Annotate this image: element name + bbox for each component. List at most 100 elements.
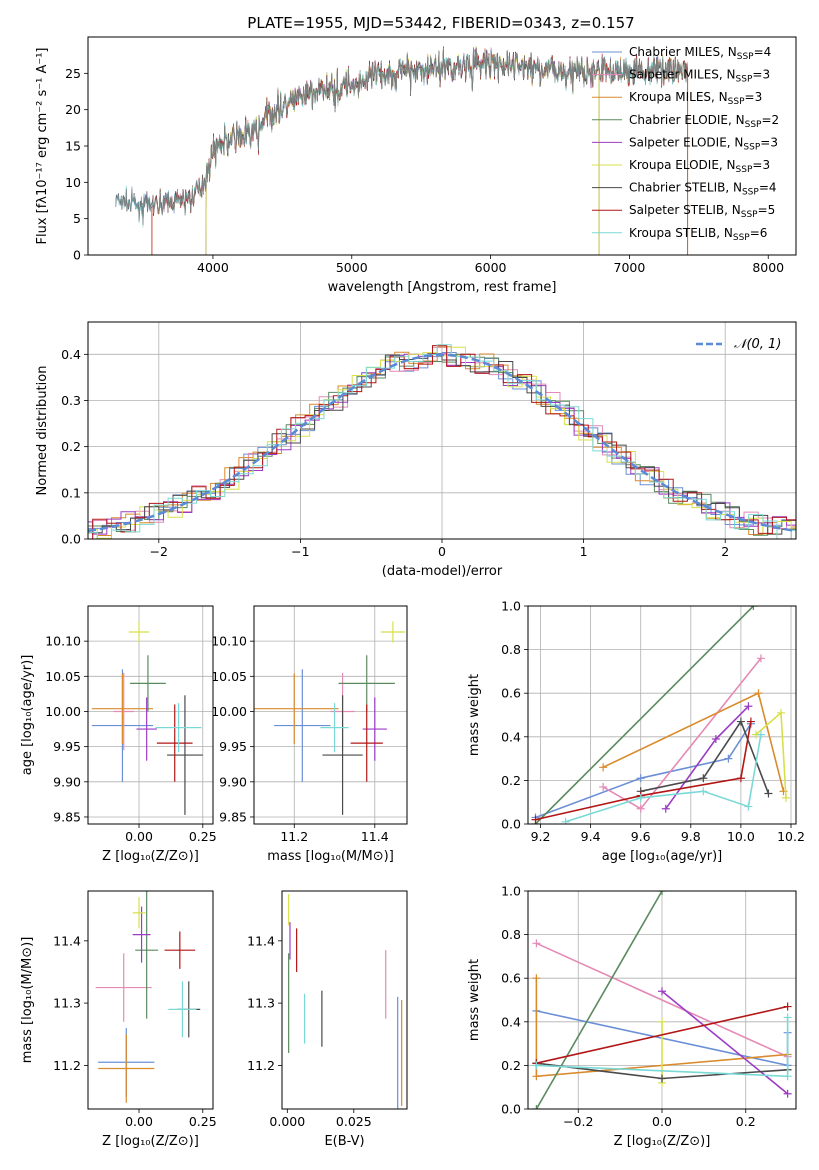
legend-entry-5: Kroupa ELODIE, NSSP=3 [629, 158, 770, 175]
spectrum-xtick-label: 4000 [197, 260, 229, 275]
residuals-ylabel: Normed distribution [35, 366, 50, 496]
weight-vs-age-xtick-label: 10.2 [777, 829, 805, 844]
mass-vs-Z-ytick-label: 11.3 [53, 996, 81, 1011]
spectrum-plot [115, 46, 689, 255]
spectrum-xtick-label: 8000 [752, 260, 784, 275]
legend-label: Salpeter MILES, N [629, 68, 736, 82]
weight-vs-Z-frame [527, 890, 797, 1110]
weight-vs-Z-marker-5 [658, 1017, 666, 1026]
spectrum-ytick-label: 0 [73, 248, 81, 263]
legend-entry-8: Kroupa STELIB, NSSP=6 [629, 226, 767, 243]
weight-vs-age-ytick-label: 0.2 [501, 773, 521, 788]
gaussian-legend-label: 𝒩(0, 1) [734, 337, 781, 352]
residuals-ytick-label: 0.1 [61, 485, 81, 500]
residuals-xtick-label: 1 [580, 544, 588, 559]
weight-vs-age-marker-0 [724, 754, 733, 763]
weight-vs-Z-line-3 [535, 891, 663, 1109]
age-vs-mass-plot [254, 621, 405, 815]
weight-vs-age-marker-5 [781, 793, 790, 802]
weight-vs-Z-marker-8 [532, 1061, 541, 1070]
age-vs-mass-ytick-label: 9.85 [219, 809, 247, 824]
weight-vs-age-ytick-label: 0.6 [501, 686, 521, 701]
weight-vs-age-line-0 [535, 723, 752, 819]
spectrum-ytick-label: 10 [65, 175, 81, 190]
spectrum-xtick-label: 5000 [336, 260, 368, 275]
spectrum-xtick-label: 7000 [614, 260, 646, 275]
legend-n: =4 [754, 45, 772, 59]
residuals-ytick-label: 0.3 [61, 393, 81, 408]
weight-vs-age-frame [527, 605, 797, 825]
legend-entry-1: Salpeter MILES, NSSP=3 [629, 68, 770, 85]
weight-vs-age-marker-6 [699, 774, 708, 783]
mass-vs-Z-axes: 0.00 0.25 11.2 11.3 11.4 Z [log₁₀(Z/Z⊙)] mass … [20, 933, 217, 1149]
weight-vs-age-ylabel: mass weight [467, 674, 482, 756]
spectrum-ytick-label: 20 [65, 102, 81, 117]
spectrum-ytick-label: 15 [65, 139, 81, 154]
residual-histogram-7 [88, 345, 796, 539]
legend-entry-6: Chabrier STELIB, NSSP=4 [629, 181, 777, 198]
legend-label: Kroupa STELIB, N [629, 226, 733, 240]
legend-label: Chabrier MILES, N [629, 45, 737, 59]
weight-vs-age-ytick-label: 0.8 [501, 642, 521, 657]
spectrum-data [115, 48, 688, 226]
weight-vs-age-marker-4 [744, 702, 753, 711]
gaussian-curve [88, 353, 796, 533]
weight-vs-age-plot [531, 606, 790, 824]
weight-vs-age-xtick-label: 9.8 [681, 829, 701, 844]
residuals-xlabel: (data-model)/error [382, 564, 503, 579]
weight-vs-age-marker-5 [776, 708, 785, 717]
age-vs-Z-ytick-label: 10.00 [45, 704, 81, 719]
legend-label: Kroupa ELODIE, N [629, 158, 736, 172]
residual-histogram-1 [88, 346, 796, 539]
weight-vs-age-xtick-label: 9.2 [531, 829, 551, 844]
weight-vs-age-marker-3 [749, 606, 758, 610]
weight-vs-Z-xtick-label: 0.0 [652, 1114, 672, 1129]
weight-vs-Z-line-1 [536, 942, 788, 1058]
weight-vs-age-marker-8 [744, 802, 753, 811]
spectrum-ytick-label: 5 [73, 211, 81, 226]
age-vs-Z-xtick-label: 0.00 [125, 829, 153, 844]
legend-sub: SSP [745, 120, 762, 130]
residuals-xtick-label: −2 [150, 544, 168, 559]
weight-vs-age-marker-8 [561, 817, 570, 824]
spectrum-model-2 [151, 47, 689, 255]
age-vs-mass-ytick-label: 10.00 [211, 704, 247, 719]
spectrum-axes: 4000 5000 6000 7000 8000 0 5 10 15 20 25 wavelength… [35, 48, 784, 296]
age-vs-Z-frame [87, 605, 214, 825]
mass-vs-ebv-axes: 0.000 0.025 11.2 11.3 11.4 E(B-V) [247, 933, 372, 1149]
age-vs-mass-ytick-label: 9.90 [219, 774, 247, 789]
weight-vs-Z-marker-2 [532, 1072, 541, 1081]
residuals-ytick-label: 0.0 [61, 532, 81, 547]
legend-n: =3 [760, 135, 778, 149]
weight-vs-Z-marker-2 [532, 974, 541, 983]
weight-vs-age-marker-8 [756, 730, 765, 739]
spectrum-frame [87, 36, 797, 256]
legend-n: =3 [745, 90, 763, 104]
age-vs-mass-ytick-label: 9.95 [219, 739, 247, 754]
weight-vs-age-xtick-label: 9.6 [631, 829, 651, 844]
legend-sub: SSP [736, 165, 753, 175]
weight-vs-Z-marker-6 [658, 1074, 666, 1083]
legend-sub: SSP [733, 233, 750, 243]
legend-label: Chabrier STELIB, N [629, 181, 742, 195]
weight-vs-age-marker-6 [736, 717, 745, 726]
residuals-xtick-label: −1 [291, 544, 309, 559]
residual-histogram-6 [88, 353, 796, 535]
weight-vs-Z-marker-7 [783, 1002, 792, 1011]
residuals-ytick-label: 0.2 [61, 439, 81, 454]
mass-vs-ebv-xtick-label: 0.000 [269, 1114, 305, 1129]
weight-vs-Z-xtick-label: −0.2 [563, 1114, 593, 1129]
spectrum-xlabel: wavelength [Angstrom, rest frame] [328, 280, 557, 295]
legend-sub: SSP [741, 210, 758, 220]
weight-vs-Z-ytick-label: 1.0 [501, 884, 521, 899]
weight-vs-Z-marker-3 [658, 891, 666, 895]
age-vs-Z-axes: 0.00 0.25 9.85 9.90 9.95 10.00 10.05 10.10 Z [lo… [20, 606, 217, 864]
weight-vs-age-marker-7 [531, 815, 540, 824]
weight-vs-Z-marker-8 [783, 1013, 792, 1022]
age-vs-mass-xlabel: mass [log₁₀(M/M⊙)] [267, 849, 394, 864]
weight-vs-Z-ytick-label: 0.6 [501, 971, 521, 986]
age-vs-Z-xtick-label: 0.25 [189, 829, 217, 844]
mass-vs-ebv-ytick-label: 11.4 [247, 933, 275, 948]
age-vs-mass-ytick-label: 10.10 [211, 634, 247, 649]
weight-vs-Z-xlabel: Z [log₁₀(Z/Z⊙)] [614, 1134, 711, 1149]
